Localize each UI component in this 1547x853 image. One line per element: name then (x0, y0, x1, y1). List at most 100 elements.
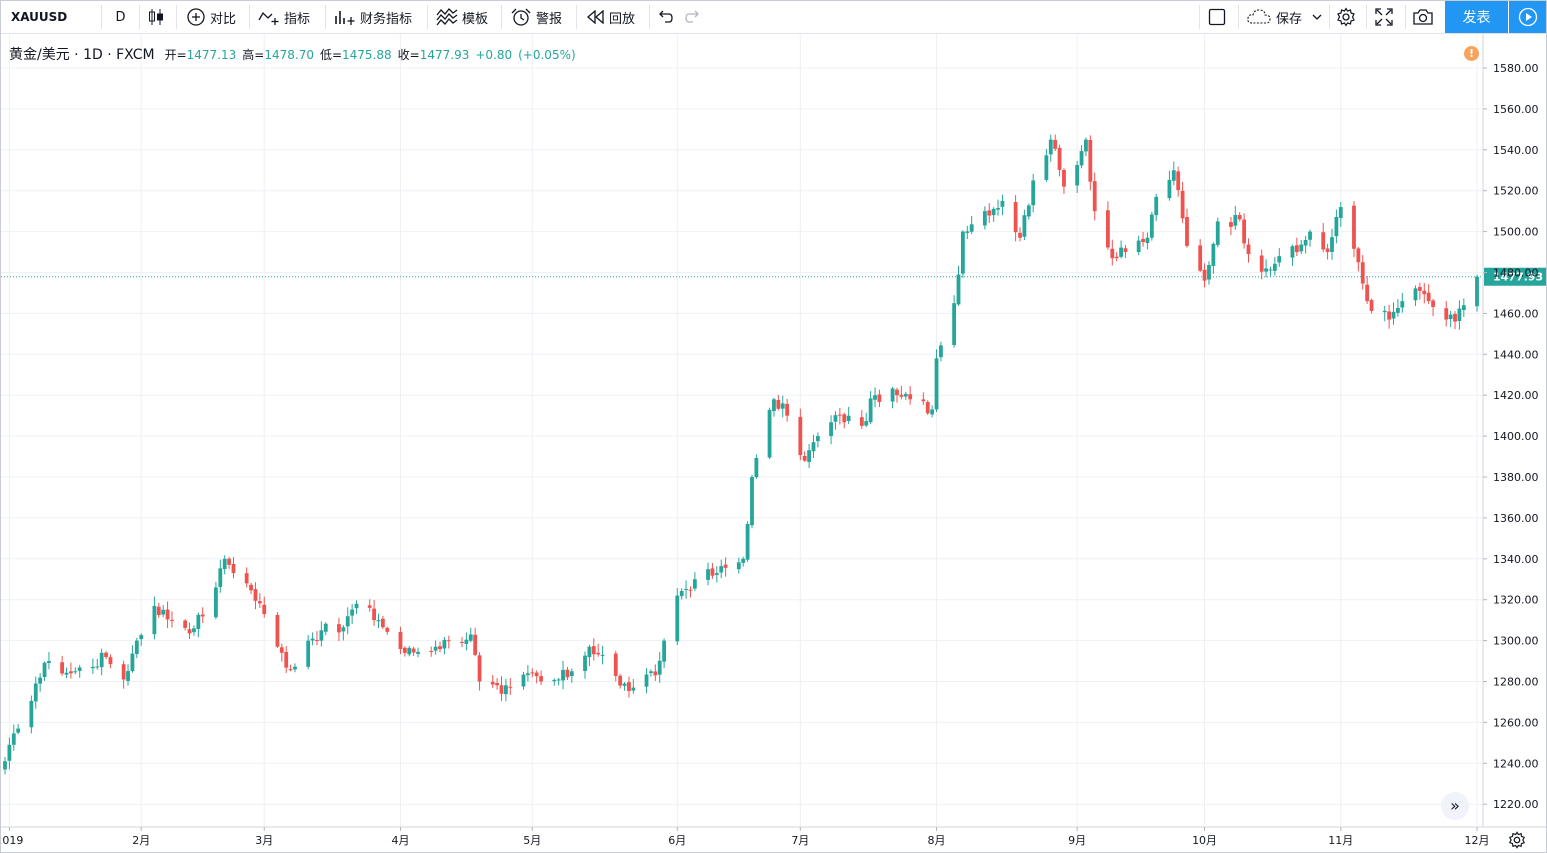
candle-up (310, 638, 315, 641)
financials-button[interactable]: 财务指标 (334, 1, 412, 33)
candle-up (95, 666, 100, 668)
compare-button[interactable]: 对比 (186, 1, 236, 33)
publish-button[interactable]: 发表 (1445, 1, 1508, 33)
candle-down (446, 640, 451, 642)
redo-button[interactable] (685, 1, 705, 33)
candle-up (433, 646, 438, 651)
candle-up (196, 614, 201, 630)
y-tick-label: 1220.00 (1493, 798, 1539, 811)
candle-up (600, 654, 605, 656)
candle-down (253, 589, 258, 601)
candle-up (741, 558, 746, 563)
settings-button[interactable] (1330, 1, 1366, 33)
candle-down (385, 627, 390, 632)
candle-up (1031, 180, 1036, 206)
candle-down (1092, 181, 1097, 212)
templates-label: 模板 (462, 11, 489, 27)
indicators-button[interactable]: 指标 (258, 1, 310, 33)
candle-down (1106, 210, 1110, 248)
candle-up (1334, 216, 1339, 237)
save-button[interactable]: 保存 (1246, 1, 1326, 33)
x-axis[interactable]: 2019 2月 3月 4月 5月 6月 7月 8月 9月 10月 11月 12月 (1, 827, 1490, 847)
candle-up (464, 639, 469, 644)
scroll-to-realtime-button[interactable]: » (1441, 792, 1469, 820)
candle-up (77, 667, 82, 671)
candle-up (47, 661, 51, 663)
x-tick-label: 12月 (1465, 834, 1490, 847)
candle-up (780, 403, 785, 409)
candle-down (200, 614, 205, 617)
low-value: 1475.88 (342, 48, 392, 62)
fullscreen-button[interactable] (1367, 1, 1405, 33)
candle-down (1387, 311, 1392, 320)
candle-up (161, 609, 166, 615)
candle-up (1461, 305, 1466, 310)
symbol-title[interactable]: 黄金/美元 · 1D · FXCM (9, 47, 155, 63)
candle-down (1114, 256, 1119, 259)
candle-up (569, 671, 574, 677)
templates-button[interactable]: 模板 (436, 1, 488, 33)
candle-down (1237, 215, 1242, 220)
x-tick-label: 7月 (791, 834, 809, 847)
candle-up (1308, 231, 1312, 240)
candle-up (956, 274, 961, 305)
candle-up (192, 628, 196, 633)
interval-label: D (115, 9, 126, 25)
toolbar-divider (139, 5, 140, 29)
rewind-icon (587, 10, 605, 24)
candle-down (688, 589, 693, 591)
candle-up (442, 639, 447, 649)
chart-style-button[interactable] (140, 1, 176, 33)
double-chevron-right-icon: » (1450, 796, 1460, 815)
candle-down (460, 641, 464, 643)
candle-up (126, 671, 130, 681)
warning-icon[interactable]: ! (1464, 46, 1479, 61)
candle-down (170, 619, 174, 621)
x-tick-label: 2019 (1, 834, 23, 847)
undo-button[interactable] (657, 1, 677, 33)
interval-button[interactable]: D (102, 1, 139, 33)
candle-down (1057, 147, 1062, 170)
x-tick-label: 6月 (668, 834, 686, 847)
chevron-down-icon (1312, 13, 1322, 21)
axis-settings-icon[interactable] (1508, 831, 1526, 849)
candle-up (1299, 244, 1304, 252)
candle-up (345, 616, 350, 627)
candle-up (714, 573, 719, 575)
y-tick-label: 1260.00 (1493, 716, 1539, 729)
axes (1, 34, 1546, 828)
candle-down (477, 655, 482, 682)
candle-down (372, 608, 376, 621)
toolbar-divider (249, 5, 250, 29)
candle-up (1171, 170, 1176, 181)
candle-up (73, 671, 78, 673)
candle-up (1391, 311, 1396, 319)
toolbar-divider (176, 5, 177, 29)
candle-down (530, 672, 535, 674)
candle-up (7, 744, 12, 761)
toolbar-divider (576, 5, 577, 29)
replay-button[interactable]: 回放 (587, 1, 635, 33)
play-button[interactable] (1509, 1, 1546, 33)
toolbar-divider (501, 5, 502, 29)
candle-down (257, 601, 262, 604)
y-axis[interactable]: 1220.00 1240.00 1260.00 1280.00 1300.00 1320.… (1483, 62, 1539, 811)
fullscreen-layout-button[interactable] (1200, 1, 1238, 33)
candle-down (499, 685, 504, 694)
candle-down (618, 675, 623, 686)
snapshot-button[interactable] (1406, 1, 1444, 33)
add-circle-icon (186, 7, 206, 27)
candle-up (1119, 247, 1123, 257)
alert-button[interactable]: 警报 (510, 1, 562, 33)
candle-down (1062, 169, 1066, 187)
y-tick-label: 1440.00 (1493, 348, 1539, 361)
candle-up (1149, 214, 1154, 238)
close-label: 收= (397, 48, 420, 62)
candle-up (323, 623, 328, 632)
candle-up (504, 685, 508, 695)
candle-down (262, 604, 267, 615)
symbol-search[interactable]: XAUUSD (11, 1, 101, 33)
candle-up (350, 609, 355, 616)
candle-down (1229, 222, 1233, 227)
